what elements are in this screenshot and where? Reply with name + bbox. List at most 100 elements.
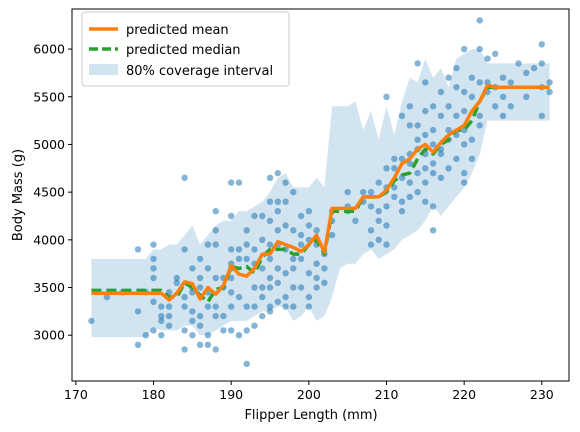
scatter-point <box>266 303 274 310</box>
scatter-point <box>181 293 188 301</box>
scatter-point <box>266 284 274 291</box>
scatter-point <box>507 103 514 110</box>
scatter-point <box>150 274 157 282</box>
scatter-point <box>476 112 483 120</box>
scatter-point <box>414 60 421 67</box>
coverage-interval-layer <box>91 49 550 338</box>
scatter-point <box>243 327 250 334</box>
scatter-point <box>189 265 196 272</box>
x-tick-label: 230 <box>530 387 554 402</box>
scatter-point <box>461 169 468 177</box>
scatter-point <box>538 60 545 67</box>
scatter-point <box>461 141 468 148</box>
scatter-point <box>414 169 421 177</box>
scatter-point <box>165 303 173 310</box>
median-line <box>91 85 550 304</box>
scatter-point <box>391 193 398 201</box>
scatter-point <box>437 88 445 96</box>
scatter-point <box>134 308 142 315</box>
coverage-interval-band <box>91 49 550 338</box>
x-axis-ticks: 170 180 190 200 210 220 230 <box>64 381 554 402</box>
scatter-point <box>266 241 274 248</box>
scatter-point <box>445 103 452 110</box>
scatter-point <box>235 179 243 186</box>
scatter-point <box>468 155 476 162</box>
scatter-point <box>305 208 313 215</box>
scatter-point <box>235 293 243 301</box>
scatter-point <box>181 174 188 181</box>
scatter-point <box>367 188 375 196</box>
scatter-point <box>103 293 111 301</box>
scatter-point <box>360 188 367 196</box>
scatter-point <box>243 227 250 234</box>
scatter-point <box>406 160 413 167</box>
scatter-point <box>383 222 390 229</box>
scatter-point <box>212 208 219 215</box>
scatter-point <box>235 255 243 263</box>
scatter-point <box>367 203 375 210</box>
scatter-point <box>243 360 250 367</box>
scatter-point <box>499 112 507 120</box>
scatter-point <box>243 241 250 248</box>
scatter-point <box>134 341 142 348</box>
scatter-point <box>290 303 297 310</box>
scatter-point <box>196 274 204 282</box>
scatter-point <box>158 317 165 325</box>
scatter-point <box>228 179 235 186</box>
scatter-point <box>297 231 305 239</box>
scatter-point <box>422 179 429 186</box>
scatter-point <box>259 212 266 220</box>
scatter-point <box>282 198 289 205</box>
scatter-point <box>220 327 227 334</box>
scatter-point <box>212 346 219 353</box>
scatter-point <box>282 293 289 301</box>
scatter-point <box>204 341 212 348</box>
scatter-point <box>142 332 149 339</box>
scatter-point <box>150 265 157 272</box>
scatter-point <box>429 160 437 167</box>
scatter-point <box>453 64 460 72</box>
scatter-point <box>352 217 359 224</box>
scatter-point <box>235 246 243 253</box>
scatter-point <box>228 212 235 220</box>
scatter-point <box>476 17 483 24</box>
scatter-point <box>313 284 320 291</box>
scatter-point <box>189 317 196 325</box>
scatter-point <box>196 322 204 329</box>
scatter-point <box>266 308 274 315</box>
scatter-point <box>422 131 429 139</box>
scatter-point <box>189 308 196 315</box>
scatter-point <box>461 107 468 115</box>
scatter-point <box>445 165 452 172</box>
scatter-point <box>375 208 382 215</box>
scatter-point <box>235 332 243 339</box>
scatter-point <box>453 155 460 162</box>
scatter-point <box>243 303 250 310</box>
scatter-point <box>150 298 157 305</box>
scatter-point <box>181 246 188 253</box>
scatter-point <box>422 198 429 205</box>
scatter-point <box>158 303 165 310</box>
scatter-point <box>259 293 266 301</box>
scatter-point <box>290 265 297 272</box>
scatter-point <box>523 69 530 77</box>
scatter-point <box>282 303 289 310</box>
scatter-point <box>391 165 398 172</box>
scatter-point <box>422 165 429 172</box>
legend-median-label: predicted median <box>126 43 241 58</box>
scatter-point <box>313 227 320 234</box>
scatter-point <box>274 265 281 272</box>
scatter-point <box>437 146 445 153</box>
scatter-point <box>204 332 212 339</box>
y-tick-label: 6000 <box>33 42 65 57</box>
scatter-point <box>228 274 235 282</box>
scatter-point <box>453 84 460 91</box>
scatter-point <box>274 169 281 177</box>
scatter-point <box>313 260 320 267</box>
scatter-point <box>429 203 437 210</box>
scatter-point <box>282 270 289 277</box>
scatter-point <box>406 193 413 201</box>
scatter-point <box>212 241 219 248</box>
scatter-point <box>530 64 538 72</box>
scatter-point <box>468 93 476 101</box>
